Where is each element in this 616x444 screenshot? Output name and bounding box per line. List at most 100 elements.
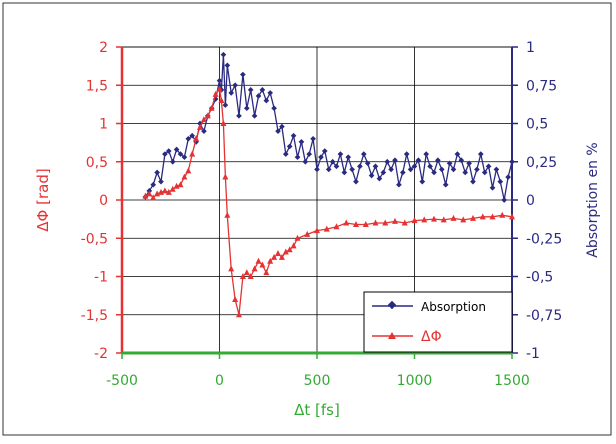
series-absorption-point: [435, 157, 441, 164]
y-left-tick-label: -1,5: [81, 308, 108, 324]
y-left-tick-label: -1: [94, 270, 108, 286]
series-phase-point: [204, 112, 211, 119]
series-phase-point: [197, 123, 203, 130]
x-tick-label: 1500: [494, 373, 530, 389]
series-phase-point: [158, 188, 164, 195]
y-axis-right-label: Absorption en %: [585, 142, 601, 257]
y-right-tick-label: -0,5: [526, 270, 553, 286]
series-absorption-point: [462, 169, 469, 176]
series-absorption-point: [185, 135, 192, 142]
series-absorption-point: [493, 166, 500, 173]
series-phase-point: [323, 225, 330, 232]
series-phase-point: [392, 217, 398, 224]
series-phase-point: [173, 182, 180, 189]
x-tick-label: -500: [106, 373, 138, 389]
series-absorption-point: [446, 160, 453, 167]
series-phase-point: [208, 104, 215, 111]
series-phase-point: [267, 257, 274, 264]
legend-phase-marker: [388, 332, 396, 339]
series-absorption-point: [407, 166, 414, 173]
series-phase-point: [224, 211, 231, 218]
series-absorption-point: [431, 169, 437, 176]
series-absorption-point: [345, 154, 352, 161]
series-absorption-point: [290, 132, 297, 139]
series-absorption-point: [271, 105, 277, 112]
y-right-tick-label: 0,5: [526, 117, 548, 133]
series-phase-point: [290, 242, 297, 249]
series-absorption-point: [251, 113, 258, 119]
series-phase-point: [499, 211, 506, 218]
series-absorption-point: [485, 163, 492, 170]
series-phase-point: [411, 217, 418, 224]
series-phase-point: [401, 219, 408, 226]
series-phase-point: [372, 219, 379, 226]
series-phase-point: [275, 250, 281, 257]
series-phase-point: [150, 194, 157, 201]
series-phase-point: [314, 227, 320, 234]
series-phase-point: [431, 215, 437, 222]
series-phase-point: [169, 185, 176, 192]
series-phase-point: [154, 190, 161, 197]
series-absorption-point: [337, 151, 344, 157]
series-absorption-point: [243, 105, 250, 112]
series-absorption-point: [255, 93, 262, 99]
series-absorption-point: [310, 135, 316, 142]
series-absorption-point: [150, 181, 157, 188]
series-absorption-point: [454, 151, 461, 157]
series-absorption-point: [222, 102, 229, 108]
series-phase-point: [255, 257, 262, 264]
series-absorption-point: [240, 71, 246, 78]
series-absorption-point: [388, 166, 394, 173]
series-phase-point: [304, 230, 311, 237]
series-absorption-point: [380, 169, 387, 176]
series-absorption-point: [333, 163, 340, 170]
series-absorption-point: [298, 139, 305, 145]
series-absorption-point: [466, 160, 472, 167]
series-absorption-point: [318, 154, 324, 161]
series-phase-point: [142, 192, 149, 199]
series-phase-point: [177, 181, 184, 188]
series-phase-point: [161, 187, 168, 194]
series-absorption-point: [162, 151, 168, 157]
series-absorption-point: [489, 184, 496, 191]
series-absorption-point: [403, 151, 410, 157]
series-phase-point: [222, 173, 229, 180]
series-phase-point: [200, 116, 207, 123]
series-absorption-point: [294, 154, 301, 161]
legend: Absorption ΔΦ: [363, 291, 513, 353]
series-absorption-point: [392, 157, 398, 164]
series-absorption-point: [411, 163, 418, 170]
series-phase-point: [228, 265, 235, 272]
series-phase-point: [479, 213, 486, 220]
series-phase-point: [286, 246, 293, 253]
series-phase-point: [232, 295, 239, 302]
x-tick-label: 1000: [397, 373, 433, 389]
series-absorption-point: [438, 166, 445, 173]
series-phase-point: [236, 311, 242, 318]
series-phase-point: [243, 269, 250, 276]
series-phase-point: [251, 265, 258, 272]
series-absorption-point: [396, 181, 402, 188]
series-phase-point: [259, 261, 266, 268]
series-absorption-point: [357, 163, 363, 170]
series-absorption-point: [372, 163, 379, 170]
series-phase-point: [362, 220, 369, 227]
series-absorption-point: [477, 151, 484, 157]
series-absorption-point: [419, 178, 426, 185]
series-phase-point: [278, 253, 285, 260]
series-absorption-point: [442, 181, 449, 188]
series-absorption-point: [314, 166, 320, 173]
series-absorption-point: [415, 157, 422, 164]
series-phase-point: [489, 213, 496, 220]
series-absorption-point: [353, 178, 359, 185]
y-left-tick-label: -2: [94, 346, 108, 362]
x-tick-label: 500: [304, 373, 331, 389]
y-right-tick-label: 1: [526, 40, 535, 56]
y-right-tick-label: 0: [526, 193, 535, 209]
series-phase-point: [294, 234, 301, 241]
series-phase-point: [353, 220, 359, 227]
series-phase-point: [450, 214, 457, 221]
series-absorption-point: [306, 151, 313, 157]
series-absorption-point: [501, 197, 508, 203]
